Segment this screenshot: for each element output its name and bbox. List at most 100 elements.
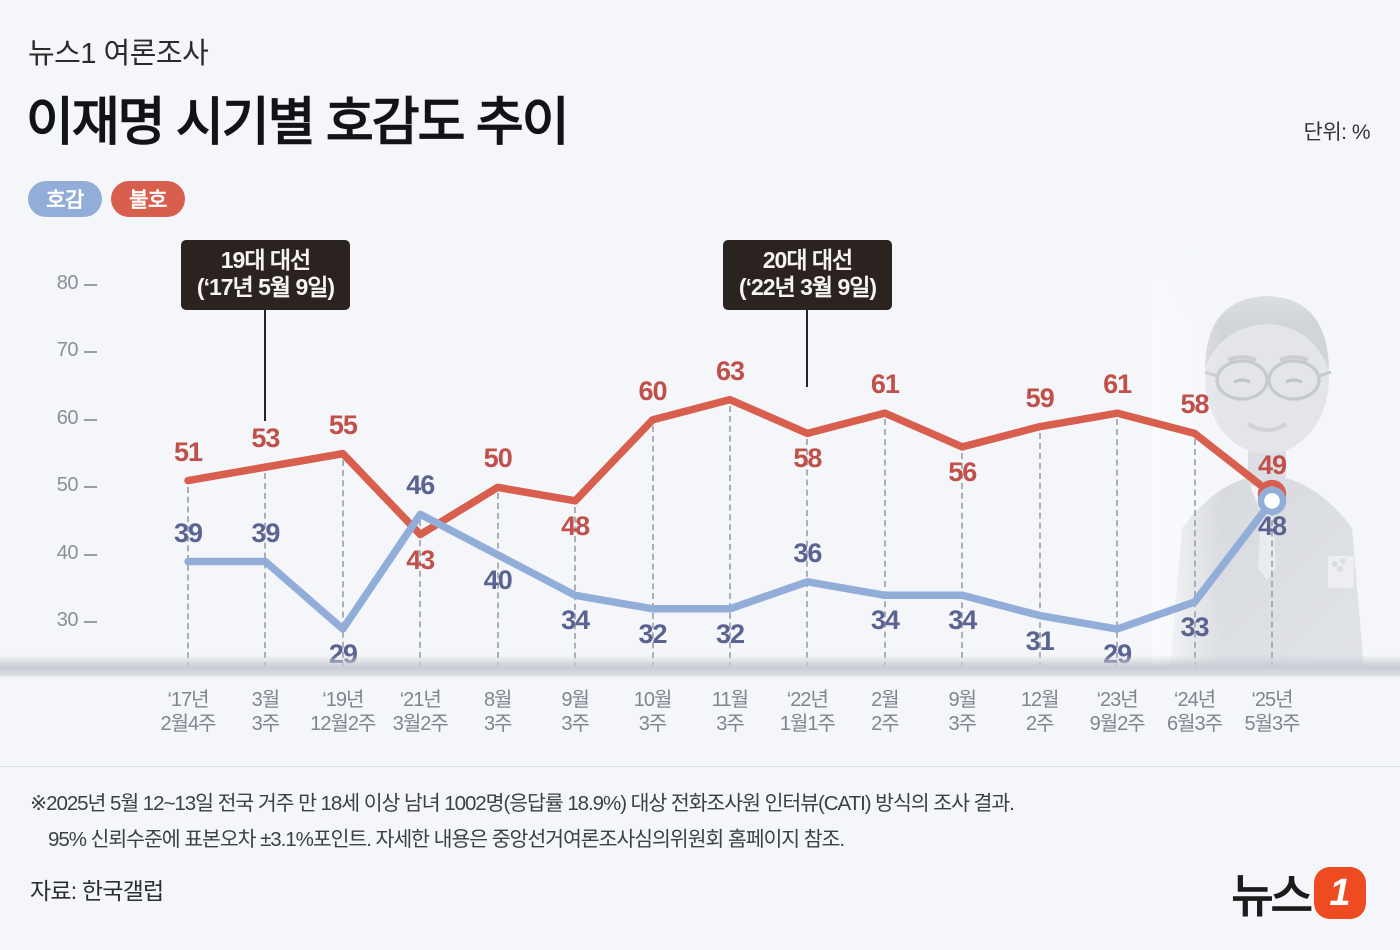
- series-line-호감: [184, 497, 1276, 633]
- x-axis-label-line2: 2주: [1025, 713, 1055, 736]
- data-label-호감: 33: [1180, 612, 1210, 643]
- x-axis-label: 9월 3주: [948, 688, 978, 737]
- unit-label: 단위: %: [1303, 121, 1371, 144]
- x-axis-label-line2: 6월3주: [1167, 713, 1223, 736]
- x-axis-label-line2: 5월3주: [1244, 713, 1300, 736]
- x-axis-label: 11월 3주: [711, 688, 749, 737]
- y-axis-tick-mark: [84, 283, 97, 286]
- x-axis-label-line2: 12월2주: [310, 713, 376, 736]
- x-axis-label: ‘23년 9월2주: [1089, 688, 1146, 737]
- logo-badge-one: 1: [1314, 867, 1366, 919]
- annotation-title: 20대 대선: [762, 247, 853, 273]
- x-axis-label-line1: ‘17년: [167, 689, 209, 711]
- x-axis-label: ‘25년 5월3주: [1244, 688, 1300, 737]
- gridline-vertical: [574, 506, 577, 668]
- x-axis-label: 8월 3주: [483, 688, 513, 737]
- x-axis-label-line1: 12월: [1020, 689, 1060, 711]
- data-label-불호: 63: [715, 355, 745, 386]
- x-axis-label: 9월 3주: [561, 688, 590, 737]
- data-label-호감: 40: [483, 564, 513, 595]
- annotation-date: (‘22년 3월 9일): [738, 274, 877, 301]
- chart-plot-area: 30 40 50 60 70 80 51 53 55 43 50 48 60 63 58 61 56 59 61 5…: [0, 228, 1400, 669]
- x-axis-label-line2: 3주: [638, 713, 668, 736]
- footnote-line-1: ※2025년 5월 12~13일 전국 거주 만 18세 이상 남녀 1002명…: [30, 792, 1015, 815]
- data-label-불호: 50: [483, 443, 513, 474]
- legend-pill-불호: 불호: [111, 181, 185, 217]
- x-axis-label-line1: 11월: [711, 689, 749, 711]
- x-axis-label-line1: ‘23년: [1096, 689, 1139, 711]
- x-axis-label-line2: 2월4주: [160, 713, 216, 736]
- x-axis-label-line2: 1월1주: [779, 713, 836, 736]
- data-label-호감: 39: [251, 517, 280, 548]
- x-axis-label-line1: 3월: [251, 689, 281, 711]
- footnote-line-2: 95% 신뢰수준에 표본오차 ±3.1%포인트. 자세한 내용은 중앙선거여론조…: [48, 828, 845, 851]
- gridline-vertical: [1193, 439, 1196, 668]
- x-axis-label: ‘19년 12월2주: [310, 688, 376, 737]
- x-axis-label: 12월 2주: [1020, 688, 1060, 737]
- gridline-vertical: [1271, 500, 1273, 668]
- gridline-vertical: [961, 452, 964, 668]
- x-axis-label-line1: ‘21년: [399, 689, 442, 711]
- data-label-불호: 58: [793, 443, 822, 474]
- data-label-불호: 56: [948, 456, 977, 487]
- data-label-호감: 39: [173, 517, 203, 548]
- y-axis-tick-label: 40: [56, 541, 79, 564]
- x-axis-label: ‘17년 2월4주: [160, 688, 216, 737]
- x-axis-label-line1: 9월: [561, 689, 590, 711]
- x-axis-label-line1: ‘25년: [1251, 689, 1293, 711]
- y-axis-tick-mark: [84, 351, 97, 354]
- annotation-stem: [806, 310, 809, 388]
- footer-divider: [0, 766, 1400, 767]
- end-point-marker-호감: [1257, 486, 1287, 516]
- x-axis-label-line2: 2주: [871, 713, 900, 736]
- data-label-불호: 55: [328, 409, 358, 440]
- x-axis-label-line2: 3주: [716, 713, 745, 736]
- x-axis-label-line1: 10월: [633, 689, 673, 711]
- gridline-vertical: [264, 473, 267, 668]
- data-label-호감: 34: [870, 605, 900, 636]
- x-axis-label-line1: 2월: [871, 689, 900, 711]
- data-label-불호: 61: [1103, 369, 1132, 400]
- data-label-불호: 53: [251, 423, 280, 454]
- data-label-호감: 36: [793, 537, 822, 568]
- x-axis-label: 2월 2주: [871, 688, 900, 737]
- x-axis-label: ‘24년 6월3주: [1167, 688, 1223, 737]
- series-line-불호: [184, 395, 1276, 539]
- x-axis-label-line1: 9월: [948, 689, 978, 711]
- gridline-vertical: [496, 493, 499, 668]
- x-axis-label-line1: ‘19년: [322, 689, 364, 711]
- baseline-rule: [0, 676, 1400, 678]
- news1-logo: 뉴스 1: [1231, 860, 1366, 926]
- y-axis-tick-mark: [84, 553, 97, 556]
- annotation-date: (‘17년 5월 9일): [196, 274, 335, 301]
- y-axis-tick-label: 80: [56, 271, 79, 294]
- data-label-불호: 61: [870, 369, 900, 400]
- gridline-vertical: [187, 486, 189, 668]
- x-axis-label-line1: 8월: [483, 689, 513, 711]
- annotation-title: 19대 대선: [220, 247, 311, 273]
- x-axis-label: ‘21년 3월2주: [392, 688, 449, 737]
- y-axis-tick-label: 30: [56, 609, 79, 632]
- annotation-stem: [264, 310, 267, 422]
- data-label-불호: 49: [1257, 450, 1287, 481]
- x-axis-label-line2: 9월2주: [1089, 713, 1146, 736]
- chart-lines: [184, 395, 1287, 633]
- x-axis-label: ‘22년 1월1주: [779, 688, 836, 737]
- y-axis-tick-label: 60: [56, 406, 79, 429]
- gridline-vertical: [806, 439, 809, 668]
- chart-legend: 호감 불호: [28, 181, 185, 217]
- data-label-불호: 59: [1025, 382, 1055, 413]
- x-axis-label-line2: 3월2주: [392, 713, 449, 736]
- data-label-불호: 58: [1180, 389, 1210, 420]
- source-label: 자료: 한국갤럽: [30, 878, 164, 904]
- y-axis-tick-label: 70: [56, 339, 79, 362]
- gridline-vertical: [419, 520, 422, 668]
- x-axis-label: 10월 3주: [633, 688, 673, 737]
- gridline-vertical: [651, 425, 654, 668]
- kicker-label: 뉴스1 여론조사: [28, 38, 209, 70]
- baseline-shadow-band: [0, 655, 1400, 677]
- y-axis-tick-mark: [84, 418, 97, 421]
- data-label-호감: 34: [561, 605, 590, 636]
- gridline-vertical: [1116, 419, 1119, 668]
